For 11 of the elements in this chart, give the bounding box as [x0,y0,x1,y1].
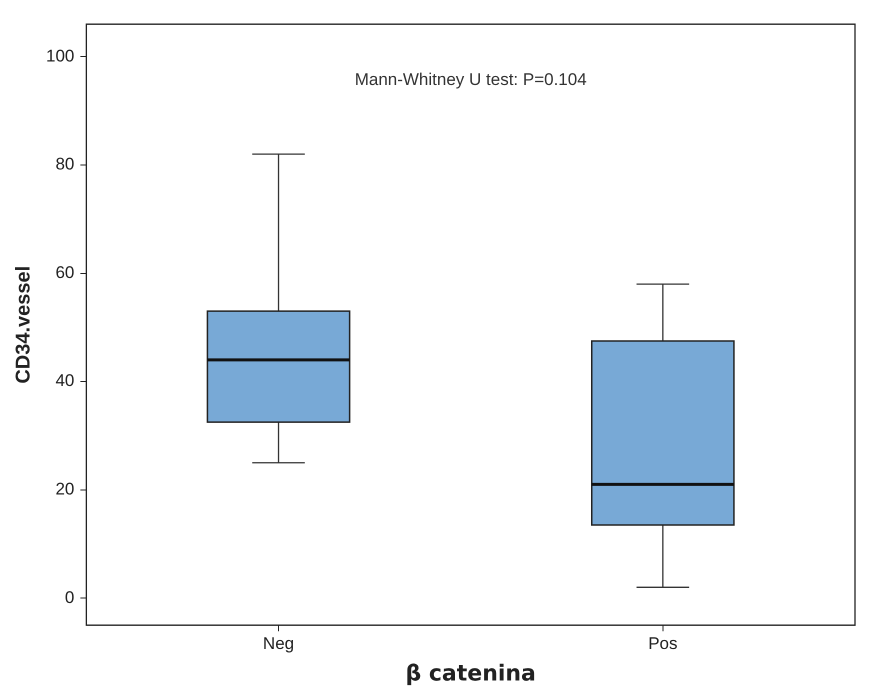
y-tick-label: 100 [46,46,74,66]
x-tick-label: Neg [262,634,294,654]
x-tick-label: Pos [648,634,678,654]
y-tick-label: 0 [64,588,74,607]
y-tick-label: 20 [55,480,74,499]
x-axis-title: β catenina [405,662,536,687]
y-axis-title: CD34.vessel [12,266,35,384]
annotation: Mann-Whitney U test: P=0.104 [354,70,587,89]
y-tick-label: 40 [55,371,74,390]
y-tick-label: 60 [55,262,74,282]
y-tick-label: 80 [55,154,74,174]
